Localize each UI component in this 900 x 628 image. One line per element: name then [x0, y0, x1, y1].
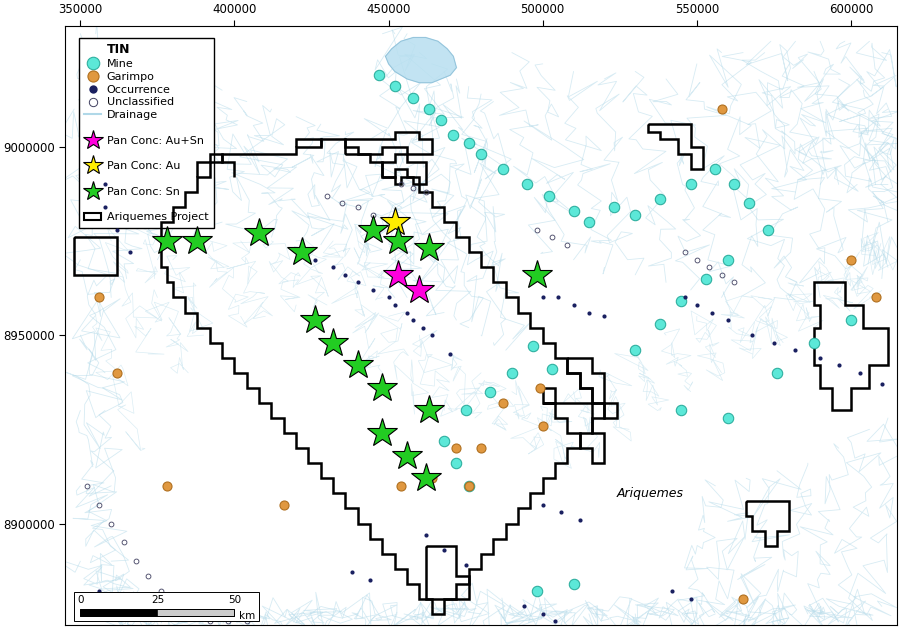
Text: km: km [239, 611, 256, 621]
Text: Ariquemes: Ariquemes [616, 487, 684, 500]
Text: 25: 25 [151, 595, 164, 605]
Text: 50: 50 [228, 595, 241, 605]
Polygon shape [385, 38, 456, 83]
Legend: TIN, Mine, Garimpo, Occurrence, Unclassified, Drainage, , Pan Conc: Au+Sn, , Pan: TIN, Mine, Garimpo, Occurrence, Unclassi… [79, 38, 214, 228]
Text: 0: 0 [77, 595, 84, 605]
Bar [158, 609, 235, 616]
FancyBboxPatch shape [74, 592, 259, 622]
Bar [80, 609, 235, 616]
Bar [80, 609, 158, 616]
